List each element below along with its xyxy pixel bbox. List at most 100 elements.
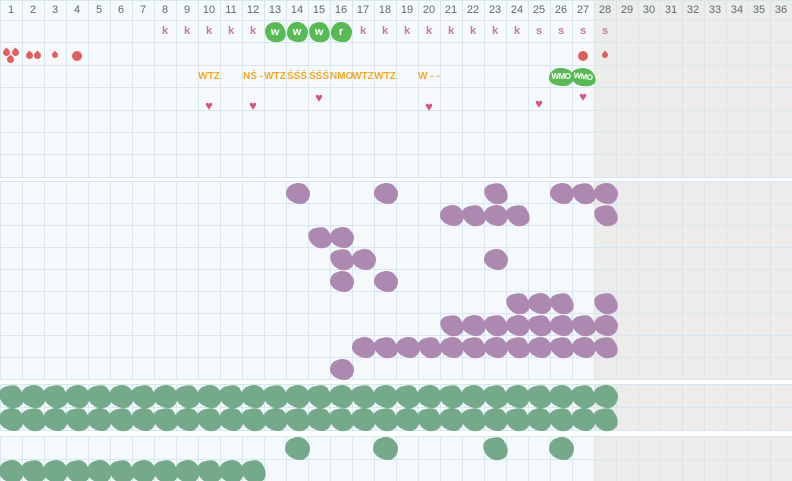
day-number[interactable]: 1 bbox=[7, 4, 15, 16]
menstruation-icon[interactable] bbox=[594, 43, 616, 65]
event-tag[interactable]: WMO bbox=[549, 68, 573, 86]
day-number[interactable]: 25 bbox=[532, 4, 546, 16]
entry-blob[interactable] bbox=[506, 386, 528, 407]
event-label[interactable]: NŚ - bbox=[243, 71, 263, 82]
observation-letter[interactable]: k bbox=[491, 25, 499, 37]
observation-letter[interactable]: k bbox=[447, 25, 455, 37]
day-number[interactable]: 30 bbox=[642, 4, 656, 16]
observation-letter[interactable]: s bbox=[557, 25, 565, 37]
entry-blob[interactable] bbox=[88, 461, 110, 481]
symptom-blob[interactable] bbox=[595, 316, 616, 335]
observation-letter[interactable]: s bbox=[579, 25, 587, 37]
entry-blob[interactable] bbox=[22, 386, 44, 407]
symptom-blob[interactable] bbox=[441, 206, 462, 225]
symptom-blob[interactable] bbox=[353, 250, 374, 269]
entry-blob[interactable] bbox=[88, 409, 110, 430]
entry-blob[interactable] bbox=[198, 386, 220, 407]
observation-letter[interactable]: k bbox=[403, 25, 411, 37]
day-number[interactable]: 35 bbox=[752, 4, 766, 16]
entry-blob[interactable] bbox=[0, 409, 22, 430]
day-number[interactable]: 17 bbox=[356, 4, 370, 16]
observation-letter[interactable]: k bbox=[249, 25, 257, 37]
day-number[interactable]: 21 bbox=[444, 4, 458, 16]
event-label[interactable]: WTZ bbox=[374, 71, 396, 82]
entry-blob[interactable] bbox=[220, 409, 242, 430]
day-number[interactable]: 10 bbox=[202, 4, 216, 16]
entry-blob[interactable] bbox=[264, 409, 286, 430]
day-number[interactable]: 3 bbox=[51, 4, 59, 16]
symptom-blob[interactable] bbox=[485, 206, 506, 225]
entry-blob[interactable] bbox=[0, 461, 22, 481]
symptom-blob[interactable] bbox=[485, 250, 506, 269]
symptom-blob[interactable] bbox=[529, 338, 550, 357]
intercourse-heart-icon[interactable]: ♥ bbox=[249, 98, 257, 113]
day-number[interactable]: 12 bbox=[246, 4, 260, 16]
observation-letter[interactable]: k bbox=[161, 25, 169, 37]
day-number[interactable]: 14 bbox=[290, 4, 304, 16]
day-number[interactable]: 32 bbox=[686, 4, 700, 16]
intercourse-heart-icon[interactable]: ♥ bbox=[425, 99, 433, 114]
observation-letter[interactable]: k bbox=[183, 25, 191, 37]
event-label[interactable]: ŚŚŚ bbox=[308, 71, 329, 82]
intercourse-heart-icon[interactable]: ♥ bbox=[315, 90, 323, 105]
symptom-blob[interactable] bbox=[375, 184, 396, 203]
symptom-blob[interactable] bbox=[595, 184, 616, 203]
observation-letter[interactable]: k bbox=[513, 25, 521, 37]
intercourse-heart-icon[interactable]: ♥ bbox=[535, 96, 543, 111]
symptom-blob[interactable] bbox=[331, 360, 352, 379]
event-label[interactable]: NMO bbox=[330, 71, 354, 82]
entry-blob[interactable] bbox=[154, 386, 176, 407]
day-number[interactable]: 23 bbox=[488, 4, 502, 16]
entry-blob[interactable] bbox=[44, 461, 66, 481]
symptom-blob[interactable] bbox=[529, 294, 550, 313]
event-label[interactable]: W - - bbox=[418, 71, 440, 82]
entry-blob[interactable] bbox=[242, 386, 264, 407]
day-number[interactable]: 20 bbox=[422, 4, 436, 16]
entry-blob[interactable] bbox=[286, 386, 308, 407]
entry-blob[interactable] bbox=[528, 409, 550, 430]
entry-blob[interactable] bbox=[132, 409, 154, 430]
day-number[interactable]: 5 bbox=[95, 4, 103, 16]
intercourse-heart-icon[interactable]: ♥ bbox=[205, 98, 213, 113]
observation-letter-blob[interactable]: r bbox=[331, 22, 351, 42]
menstruation-icon[interactable] bbox=[22, 43, 44, 65]
entry-blob[interactable] bbox=[462, 386, 484, 407]
symptom-blob[interactable] bbox=[375, 272, 396, 291]
menstruation-icon[interactable] bbox=[44, 43, 66, 65]
symptom-blob[interactable] bbox=[551, 316, 572, 335]
day-number[interactable]: 24 bbox=[510, 4, 524, 16]
observation-letter[interactable]: k bbox=[227, 25, 235, 37]
day-number[interactable]: 28 bbox=[598, 4, 612, 16]
day-number[interactable]: 22 bbox=[466, 4, 480, 16]
entry-blob[interactable] bbox=[44, 409, 66, 430]
day-number[interactable]: 9 bbox=[183, 4, 191, 16]
day-number[interactable]: 19 bbox=[400, 4, 414, 16]
event-label[interactable]: WTZ bbox=[198, 71, 220, 82]
day-number[interactable]: 26 bbox=[554, 4, 568, 16]
symptom-blob[interactable] bbox=[397, 338, 418, 357]
day-number[interactable]: 4 bbox=[73, 4, 81, 16]
symptom-blob[interactable] bbox=[331, 228, 352, 247]
symptom-blob[interactable] bbox=[441, 338, 462, 357]
entry-blob[interactable] bbox=[308, 409, 330, 430]
entry-blob[interactable] bbox=[374, 386, 396, 407]
entry-blob[interactable] bbox=[374, 438, 396, 459]
day-number[interactable]: 33 bbox=[708, 4, 722, 16]
entry-blob[interactable] bbox=[572, 409, 594, 430]
entry-blob[interactable] bbox=[220, 461, 242, 481]
observation-letter-blob[interactable]: w bbox=[287, 22, 307, 42]
day-number[interactable]: 2 bbox=[29, 4, 37, 16]
day-number[interactable]: 16 bbox=[334, 4, 348, 16]
day-number[interactable]: 13 bbox=[268, 4, 282, 16]
event-label[interactable]: ŚŚŚ bbox=[286, 71, 307, 82]
entry-blob[interactable] bbox=[396, 409, 418, 430]
entry-blob[interactable] bbox=[352, 409, 374, 430]
symptom-blob[interactable] bbox=[507, 316, 528, 335]
entry-blob[interactable] bbox=[484, 409, 506, 430]
entry-blob[interactable] bbox=[418, 386, 440, 407]
day-number[interactable]: 8 bbox=[161, 4, 169, 16]
symptom-blob[interactable] bbox=[573, 338, 594, 357]
day-number[interactable]: 27 bbox=[576, 4, 590, 16]
entry-blob[interactable] bbox=[594, 386, 616, 407]
observation-letter[interactable]: k bbox=[381, 25, 389, 37]
